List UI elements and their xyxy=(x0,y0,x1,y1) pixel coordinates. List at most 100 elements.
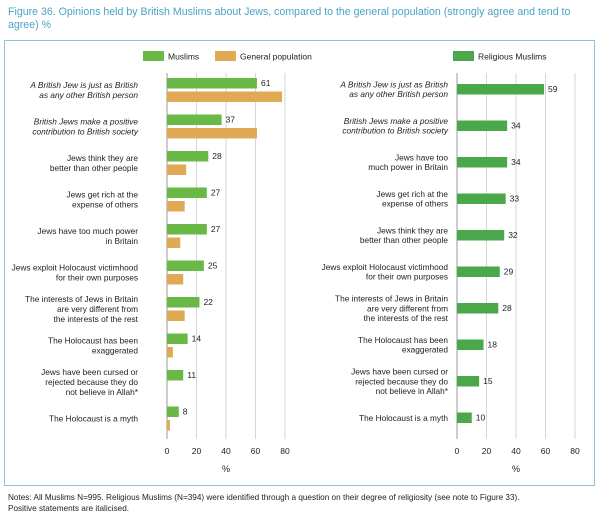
category-label-left-7-0: The Holocaust has been xyxy=(48,336,138,346)
bar-left-0-4 xyxy=(167,224,207,235)
category-label-left-0-0: A British Jew is just as British xyxy=(29,80,138,90)
category-label-right-9-0: The Holocaust is a myth xyxy=(359,413,448,423)
x-axis-label-left: % xyxy=(222,464,230,474)
bar-right-0-3 xyxy=(457,193,506,204)
category-label-right-3-0: Jews get rich at the xyxy=(377,189,449,199)
bar-right-0-5 xyxy=(457,266,500,277)
data-label-left-0-5: 25 xyxy=(208,261,218,271)
category-label-right-8-2: not believe in Allah* xyxy=(376,386,449,396)
data-label-right-0-2: 34 xyxy=(511,157,521,167)
bar-left-1-5 xyxy=(167,274,184,285)
data-label-right-0-9: 10 xyxy=(476,413,486,423)
data-label-left-0-6: 22 xyxy=(203,297,213,307)
category-label-left-8-2: not believe in Allah* xyxy=(66,387,139,397)
bar-left-1-0 xyxy=(167,91,283,102)
bar-right-0-4 xyxy=(457,230,505,241)
data-label-right-0-1: 34 xyxy=(511,121,521,131)
category-label-right-1-0: British Jews make a positive xyxy=(344,116,449,126)
data-label-right-0-8: 15 xyxy=(483,376,493,386)
category-label-left-6-1: are very different from xyxy=(57,304,138,314)
category-label-right-0-1: as any other British person xyxy=(349,89,448,99)
category-label-left-9-0: The Holocaust is a myth xyxy=(49,414,138,424)
category-label-right-8-1: rejected because they do xyxy=(355,376,448,386)
category-label-left-4-1: in Britain xyxy=(106,236,139,246)
category-label-right-6-2: the interests of the rest xyxy=(364,313,449,323)
figure-title: Figure 36. Opinions held by British Musl… xyxy=(8,6,571,31)
x-tick-label-right-2: 40 xyxy=(511,446,521,456)
data-label-left-0-7: 14 xyxy=(192,334,202,344)
category-label-right-1-1: contribution to British society xyxy=(342,126,448,136)
bar-left-1-2 xyxy=(167,164,187,175)
category-label-right-5-1: for their own purposes xyxy=(366,272,448,282)
category-label-left-8-0: Jews have been cursed or xyxy=(41,367,138,377)
x-axis-label-right: % xyxy=(512,464,520,474)
bar-right-0-6 xyxy=(457,303,499,314)
bar-left-0-6 xyxy=(167,297,200,308)
x-tick-label-right-0: 0 xyxy=(455,446,460,456)
category-label-right-7-0: The Holocaust has been xyxy=(358,335,448,345)
category-label-left-5-1: for their own purposes xyxy=(56,272,138,282)
bar-right-0-1 xyxy=(457,120,508,131)
legend-swatch-left-0 xyxy=(143,51,164,61)
legend-swatch-right-0 xyxy=(453,51,474,61)
category-label-left-3-0: Jews get rich at the xyxy=(67,190,139,200)
category-label-right-3-1: expense of others xyxy=(382,199,448,209)
category-label-right-2-0: Jews have too xyxy=(395,152,448,162)
data-label-right-0-0: 59 xyxy=(548,84,558,94)
legend-swatch-left-1 xyxy=(215,51,236,61)
bar-right-0-7 xyxy=(457,339,484,350)
bar-right-0-9 xyxy=(457,412,472,423)
category-label-right-5-0: Jews exploit Holocaust victimhood xyxy=(322,262,449,272)
category-label-left-6-0: The interests of Jews in Britain xyxy=(25,294,138,304)
category-label-left-1-0: British Jews make a positive xyxy=(34,117,139,127)
bar-left-0-3 xyxy=(167,187,207,198)
bar-left-0-0 xyxy=(167,78,257,89)
bar-left-1-3 xyxy=(167,201,185,212)
legend-label-left-1: General population xyxy=(240,52,312,62)
category-label-right-6-0: The interests of Jews in Britain xyxy=(335,293,448,303)
category-label-right-6-1: are very different from xyxy=(367,303,448,313)
bar-left-0-5 xyxy=(167,260,204,271)
bar-right-0-8 xyxy=(457,376,480,387)
bar-left-0-9 xyxy=(167,406,179,417)
category-label-right-4-0: Jews think they are xyxy=(377,225,448,235)
bar-right-0-0 xyxy=(457,84,545,95)
x-tick-label-right-1: 20 xyxy=(482,446,492,456)
data-label-right-0-5: 29 xyxy=(504,267,514,277)
category-label-left-3-1: expense of others xyxy=(72,199,138,209)
bar-left-1-1 xyxy=(167,128,257,139)
data-label-right-0-7: 18 xyxy=(488,340,498,350)
notes-line-2: Positive statements are italicised. xyxy=(8,503,130,513)
category-label-left-7-1: exaggerated xyxy=(92,345,139,355)
bar-left-1-4 xyxy=(167,237,181,248)
category-label-left-2-0: Jews think they are xyxy=(67,153,138,163)
bar-left-1-7 xyxy=(167,347,173,358)
data-label-left-0-1: 37 xyxy=(226,115,236,125)
category-label-right-2-1: much power in Britain xyxy=(368,162,448,172)
data-label-left-0-0: 61 xyxy=(261,78,271,88)
figure-notes: Notes: All Muslims N=995. Religious Musl… xyxy=(8,493,593,514)
bar-left-0-1 xyxy=(167,114,222,125)
bar-left-1-6 xyxy=(167,310,185,321)
x-tick-label-left-0: 0 xyxy=(165,446,170,456)
legend-label-right-0: Religious Muslims xyxy=(478,52,547,62)
category-label-right-8-0: Jews have been cursed or xyxy=(351,366,448,376)
category-label-left-5-0: Jews exploit Holocaust victimhood xyxy=(12,263,139,273)
x-tick-label-left-2: 40 xyxy=(221,446,231,456)
bar-right-0-2 xyxy=(457,157,508,168)
bar-left-0-7 xyxy=(167,333,188,344)
category-label-left-0-1: as any other British person xyxy=(39,90,138,100)
category-label-right-4-1: better than other people xyxy=(360,235,448,245)
data-label-left-0-8: 11 xyxy=(187,370,196,380)
data-label-left-0-3: 27 xyxy=(211,188,221,198)
chart-frame: 0 20 40 60 80% Muslims General population A Bri… xyxy=(4,40,595,486)
category-label-left-4-0: Jews have too much power xyxy=(37,226,138,236)
category-label-right-0-0: A British Jew is just as British xyxy=(339,79,448,89)
x-tick-label-left-4: 80 xyxy=(280,446,290,456)
data-label-right-0-6: 28 xyxy=(502,303,512,313)
category-label-left-8-1: rejected because they do xyxy=(45,377,138,387)
category-label-left-6-2: the interests of the rest xyxy=(54,314,139,324)
bar-left-0-2 xyxy=(167,151,209,162)
bar-left-1-9 xyxy=(167,420,170,431)
x-tick-label-left-1: 20 xyxy=(192,446,202,456)
